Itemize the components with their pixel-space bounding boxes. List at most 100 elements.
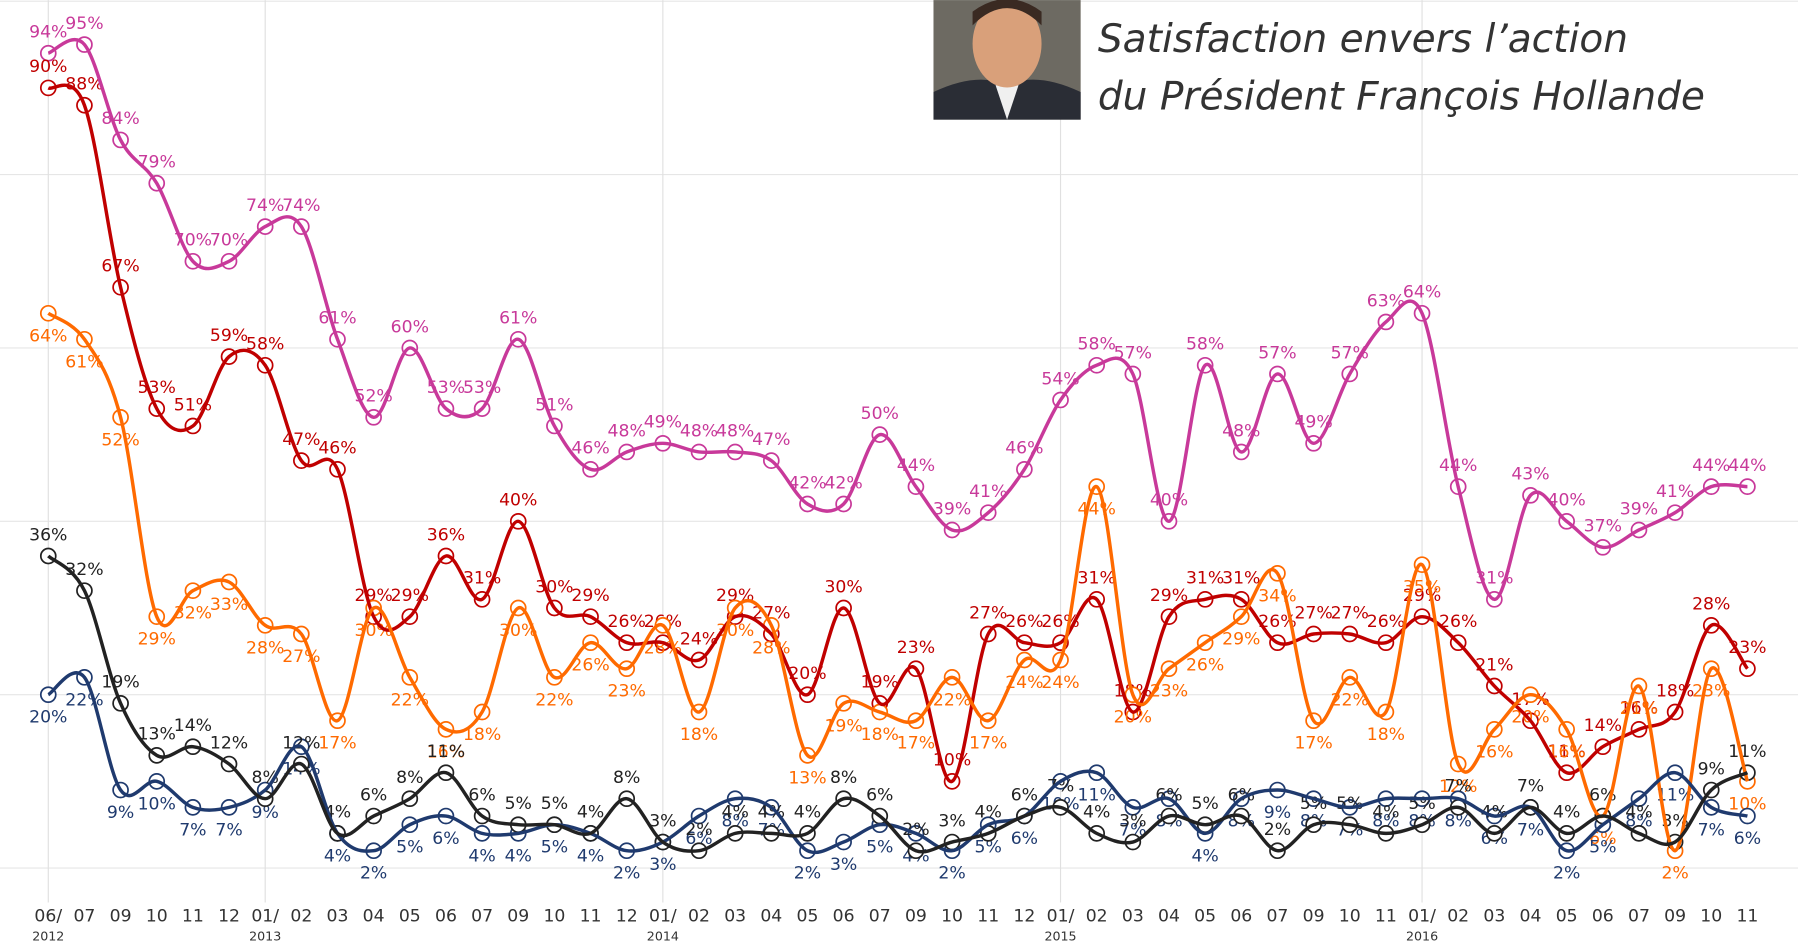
- x-tick-sublabel: 2015: [1044, 929, 1076, 944]
- x-tick-label: 10: [1700, 906, 1722, 926]
- x-tick-label: 10: [941, 906, 963, 926]
- data-label: 48%: [680, 421, 718, 441]
- data-label: 27%: [1331, 603, 1369, 623]
- data-label: 6%: [1011, 785, 1038, 805]
- data-label: 84%: [101, 109, 139, 129]
- data-label: 39%: [933, 499, 971, 519]
- series-line: [47, 671, 1748, 855]
- x-tick-label: 05: [1194, 906, 1216, 926]
- data-label: 63%: [1367, 291, 1405, 311]
- data-label: 27%: [969, 603, 1007, 623]
- x-tick-label: 06: [1230, 906, 1252, 926]
- data-label: 4%: [721, 803, 748, 823]
- data-label: 6%: [432, 829, 459, 849]
- data-label: 31%: [1186, 569, 1224, 589]
- data-label: 47%: [752, 430, 790, 450]
- data-label: 42%: [788, 473, 826, 493]
- data-label: 23%: [608, 682, 646, 702]
- data-label: 5%: [541, 838, 568, 858]
- x-tick-label: 01/: [1047, 906, 1075, 926]
- x-tick-label: 03: [1122, 906, 1144, 926]
- data-label: 4%: [577, 846, 604, 866]
- data-label: 4%: [324, 846, 351, 866]
- data-label: 4%: [1372, 803, 1399, 823]
- data-label: 29%: [1150, 586, 1188, 606]
- data-label: 40%: [1548, 491, 1586, 511]
- data-label: 18%: [463, 725, 501, 745]
- data-label: 8%: [396, 768, 423, 788]
- x-tick-label: 01/: [251, 906, 279, 926]
- data-label: 18%: [1367, 725, 1405, 745]
- x-tick-label: 09: [507, 906, 529, 926]
- data-label: 79%: [138, 153, 176, 173]
- series-line: [47, 311, 1750, 853]
- data-label: 4%: [1481, 803, 1508, 823]
- data-label: 64%: [1403, 283, 1441, 303]
- data-label: 70%: [210, 231, 248, 251]
- data-label: 26%: [1258, 612, 1296, 632]
- data-label: 2%: [794, 864, 821, 884]
- data-label: 36%: [427, 525, 465, 545]
- data-label: 22%: [65, 690, 103, 710]
- data-label: 61%: [499, 309, 537, 329]
- data-label: 36%: [29, 525, 67, 545]
- data-label: 17%: [318, 734, 356, 754]
- x-tick-label: 11: [182, 906, 204, 926]
- data-label: 20%: [1114, 708, 1152, 728]
- data-label: 74%: [282, 196, 320, 216]
- data-label: 22%: [933, 690, 971, 710]
- data-label: 9%: [1264, 803, 1291, 823]
- data-label: 5%: [1589, 838, 1616, 858]
- x-tick-label: 09: [110, 906, 132, 926]
- data-label: 7%: [215, 820, 242, 840]
- data-label: 44%: [1728, 456, 1766, 476]
- data-label: 7%: [1119, 820, 1146, 840]
- data-label: 13%: [788, 768, 826, 788]
- data-label: 52%: [354, 387, 392, 407]
- data-label: 5%: [975, 838, 1002, 858]
- data-label: 26%: [1186, 656, 1224, 676]
- data-label: 74%: [246, 196, 284, 216]
- x-tick-label: 05: [797, 906, 819, 926]
- data-label: 5%: [396, 838, 423, 858]
- data-label: 37%: [1584, 517, 1622, 537]
- title-line: du Président François Hollande: [1098, 74, 1705, 119]
- data-label: 48%: [608, 421, 646, 441]
- data-label: 7%: [1698, 820, 1725, 840]
- x-tick-label: 09: [1303, 906, 1325, 926]
- data-label: 8%: [613, 768, 640, 788]
- data-label: 17%: [897, 734, 935, 754]
- data-label: 29%: [571, 586, 609, 606]
- x-tick-label: 02: [290, 906, 312, 926]
- data-label: 29%: [138, 630, 176, 650]
- data-label: 9%: [1698, 759, 1725, 779]
- x-tick-sublabel: 2016: [1406, 929, 1438, 944]
- data-label: 26%: [608, 612, 646, 632]
- data-label: 4%: [1191, 846, 1218, 866]
- data-label: 27%: [1294, 603, 1332, 623]
- x-tick-label: 03: [724, 906, 746, 926]
- data-label: 26%: [1367, 612, 1405, 632]
- data-label: 10%: [138, 794, 176, 814]
- x-tick-label: 09: [905, 906, 927, 926]
- x-tick-label: 10: [146, 906, 168, 926]
- data-label: 44%: [1439, 456, 1477, 476]
- data-label: 58%: [246, 335, 284, 355]
- data-label: 52%: [101, 430, 139, 450]
- data-label: 14%: [174, 716, 212, 736]
- x-tick-label: 04: [760, 906, 782, 926]
- x-tick-label: 07: [471, 906, 493, 926]
- x-tick-label: 07: [1266, 906, 1288, 926]
- data-label: 4%: [577, 803, 604, 823]
- x-tick-label: 12: [218, 906, 240, 926]
- data-label: 2%: [1661, 864, 1688, 884]
- data-label: 3%: [830, 855, 857, 875]
- x-tick-label: 03: [327, 906, 349, 926]
- data-label: 2%: [1553, 864, 1580, 884]
- data-label: 6%: [360, 785, 387, 805]
- data-label: 46%: [318, 439, 356, 459]
- data-label: 26%: [1439, 612, 1477, 632]
- x-tick-label: 07: [73, 906, 95, 926]
- data-label: 4%: [975, 803, 1002, 823]
